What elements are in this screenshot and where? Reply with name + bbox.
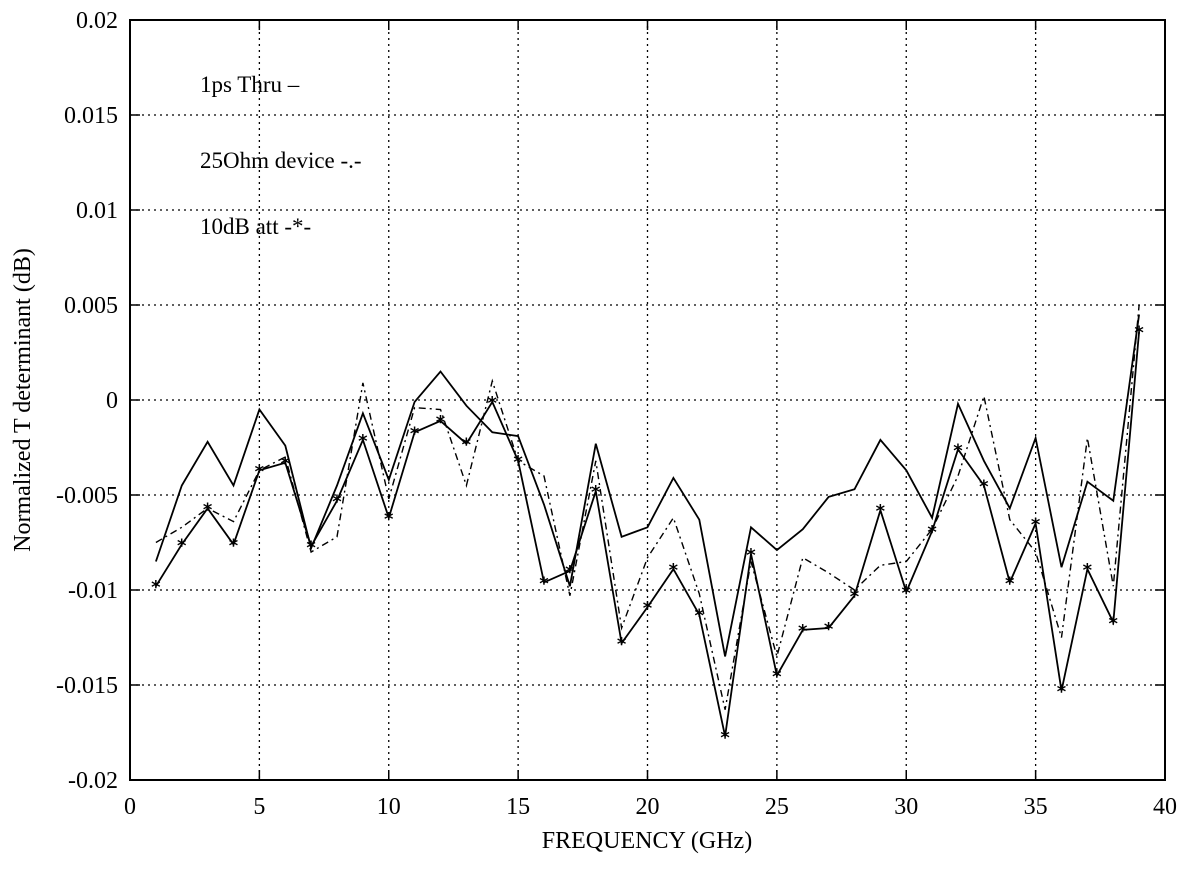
star-marker: * [617, 634, 627, 655]
series-lines: * * * * * * * * * * * * * * * * * * * * * * * * * * * * * * * * * * * * * * * [151, 304, 1144, 748]
star-marker: * [1005, 573, 1015, 594]
star-marker: * [410, 423, 420, 444]
series-line-solid-star [155, 331, 1140, 737]
star-marker: * [798, 621, 808, 642]
star-marker: * [746, 545, 756, 566]
star-marker: * [902, 583, 912, 604]
x-tick-label: 5 [253, 794, 265, 820]
legend-annotations: 1ps Thru – 25Ohm device -.- 10dB att -*- [200, 72, 362, 239]
star-marker: * [539, 573, 549, 594]
star-marker: * [927, 522, 937, 543]
star-marker: * [306, 537, 316, 558]
x-tick-label: 25 [765, 794, 789, 820]
star-marker: * [281, 454, 291, 475]
star-marker: * [1134, 323, 1144, 344]
star-marker: * [772, 667, 782, 688]
star-marker: * [384, 509, 394, 530]
x-tick-label: 40 [1153, 794, 1177, 820]
star-marker: * [177, 535, 187, 556]
x-tick-label: 35 [1024, 794, 1048, 820]
x-axis-title: FREQUENCY (GHz) [542, 828, 752, 854]
y-tick-label: 0.015 [64, 103, 118, 129]
star-marker: * [850, 587, 860, 608]
star-marker: * [876, 501, 886, 522]
legend-entry-25ohm: 25Ohm device -.- [200, 148, 362, 173]
star-marker: * [332, 492, 342, 513]
star-marker: * [462, 435, 472, 456]
star-marker: * [1057, 682, 1067, 703]
star-marker: * [720, 727, 730, 748]
y-tick-label: 0.01 [76, 198, 118, 224]
y-tick-label: -0.005 [56, 483, 118, 509]
star-marker: * [565, 562, 575, 583]
y-tick-label: 0.005 [64, 293, 118, 319]
y-axis-title: Normalized T determinant (dB) [10, 248, 36, 552]
star-marker: * [643, 598, 653, 619]
star-marker: * [229, 535, 239, 556]
star-marker: * [488, 393, 498, 414]
y-tick-label: -0.01 [68, 578, 118, 604]
star-marker: * [669, 560, 679, 581]
legend-entry-10db-att: 10dB att -*- [200, 214, 311, 239]
star-marker: * [513, 452, 523, 473]
grid-lines [130, 20, 1165, 780]
x-tick-label: 20 [636, 794, 660, 820]
y-tick-label: -0.02 [68, 768, 118, 794]
series-line-dashdot [155, 304, 1140, 710]
star-marker: * [1083, 560, 1093, 581]
star-marker: * [358, 431, 368, 452]
series-line-solid [155, 314, 1140, 657]
star-marker: * [824, 619, 834, 640]
x-tick-label: 0 [124, 794, 136, 820]
x-tick-label: 10 [377, 794, 401, 820]
y-tick-label: -0.015 [56, 673, 118, 699]
x-tick-label: 30 [894, 794, 918, 820]
y-tick-label: 0.02 [76, 8, 118, 34]
star-marker: * [436, 412, 446, 433]
x-tick-label: 15 [506, 794, 530, 820]
axis-ticks: 0 5 10 15 20 25 30 35 40 0.02 0.015 0.01 0.005 0 -0.00… [56, 8, 1177, 820]
legend-entry-thru: 1ps Thru – [200, 72, 300, 97]
star-marker: * [1109, 613, 1119, 634]
star-marker: * [1031, 515, 1041, 536]
star-marker: * [151, 577, 161, 598]
star-marker: * [953, 440, 963, 461]
star-marker: * [979, 477, 989, 498]
star-marker: * [255, 461, 265, 482]
star-marker: * [695, 606, 705, 627]
star-marker: * [203, 499, 213, 520]
star-marker: * [591, 482, 601, 503]
y-tick-label: 0 [106, 388, 118, 414]
